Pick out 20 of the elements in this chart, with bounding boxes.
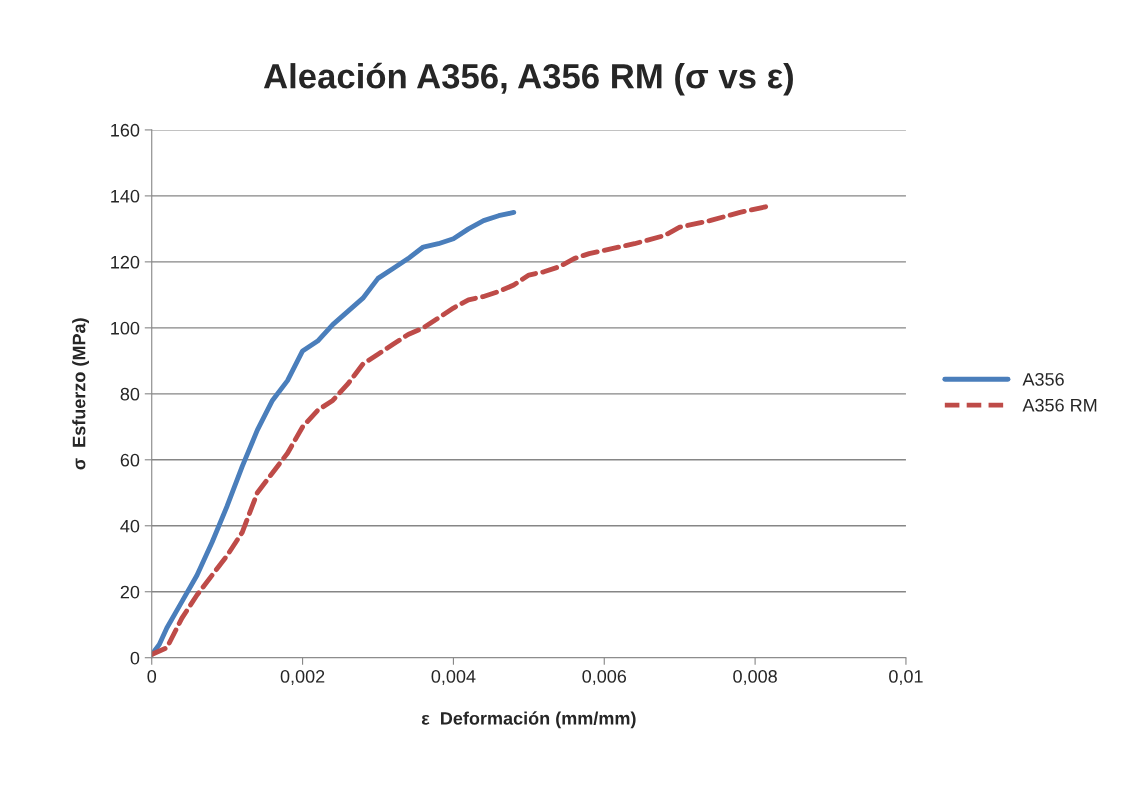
x-tick-label: 0,002 (280, 670, 325, 685)
legend-label: A356 RM (1022, 398, 1097, 412)
y-tick-label: 20 (120, 585, 140, 599)
y-tick-label: 40 (120, 519, 140, 533)
y-tick-label: 100 (111, 321, 140, 335)
y-tick-label: 0 (130, 651, 140, 665)
x-tick-label: 0,004 (431, 670, 476, 685)
y-tick-label: 140 (111, 189, 140, 203)
x-tick-label: 0 (147, 670, 157, 683)
x-tick-label: 0,008 (733, 670, 777, 685)
legend-label: A356 (1022, 372, 1064, 386)
y-tick-label: 60 (120, 453, 140, 467)
x-axis-title: ε Deformación (mm/mm) (421, 711, 636, 729)
y-axis-title: σ Esfuerzo (MPa) (72, 318, 89, 470)
y-tick-label: 120 (111, 255, 140, 269)
x-tick-label: 0,006 (582, 670, 627, 685)
chart-title: Aleación A356, A356 RM (σ vs ε) (263, 62, 793, 96)
y-tick-label: 160 (111, 123, 140, 137)
y-tick-label: 80 (120, 387, 140, 401)
x-tick-label: 0,01 (889, 670, 923, 685)
